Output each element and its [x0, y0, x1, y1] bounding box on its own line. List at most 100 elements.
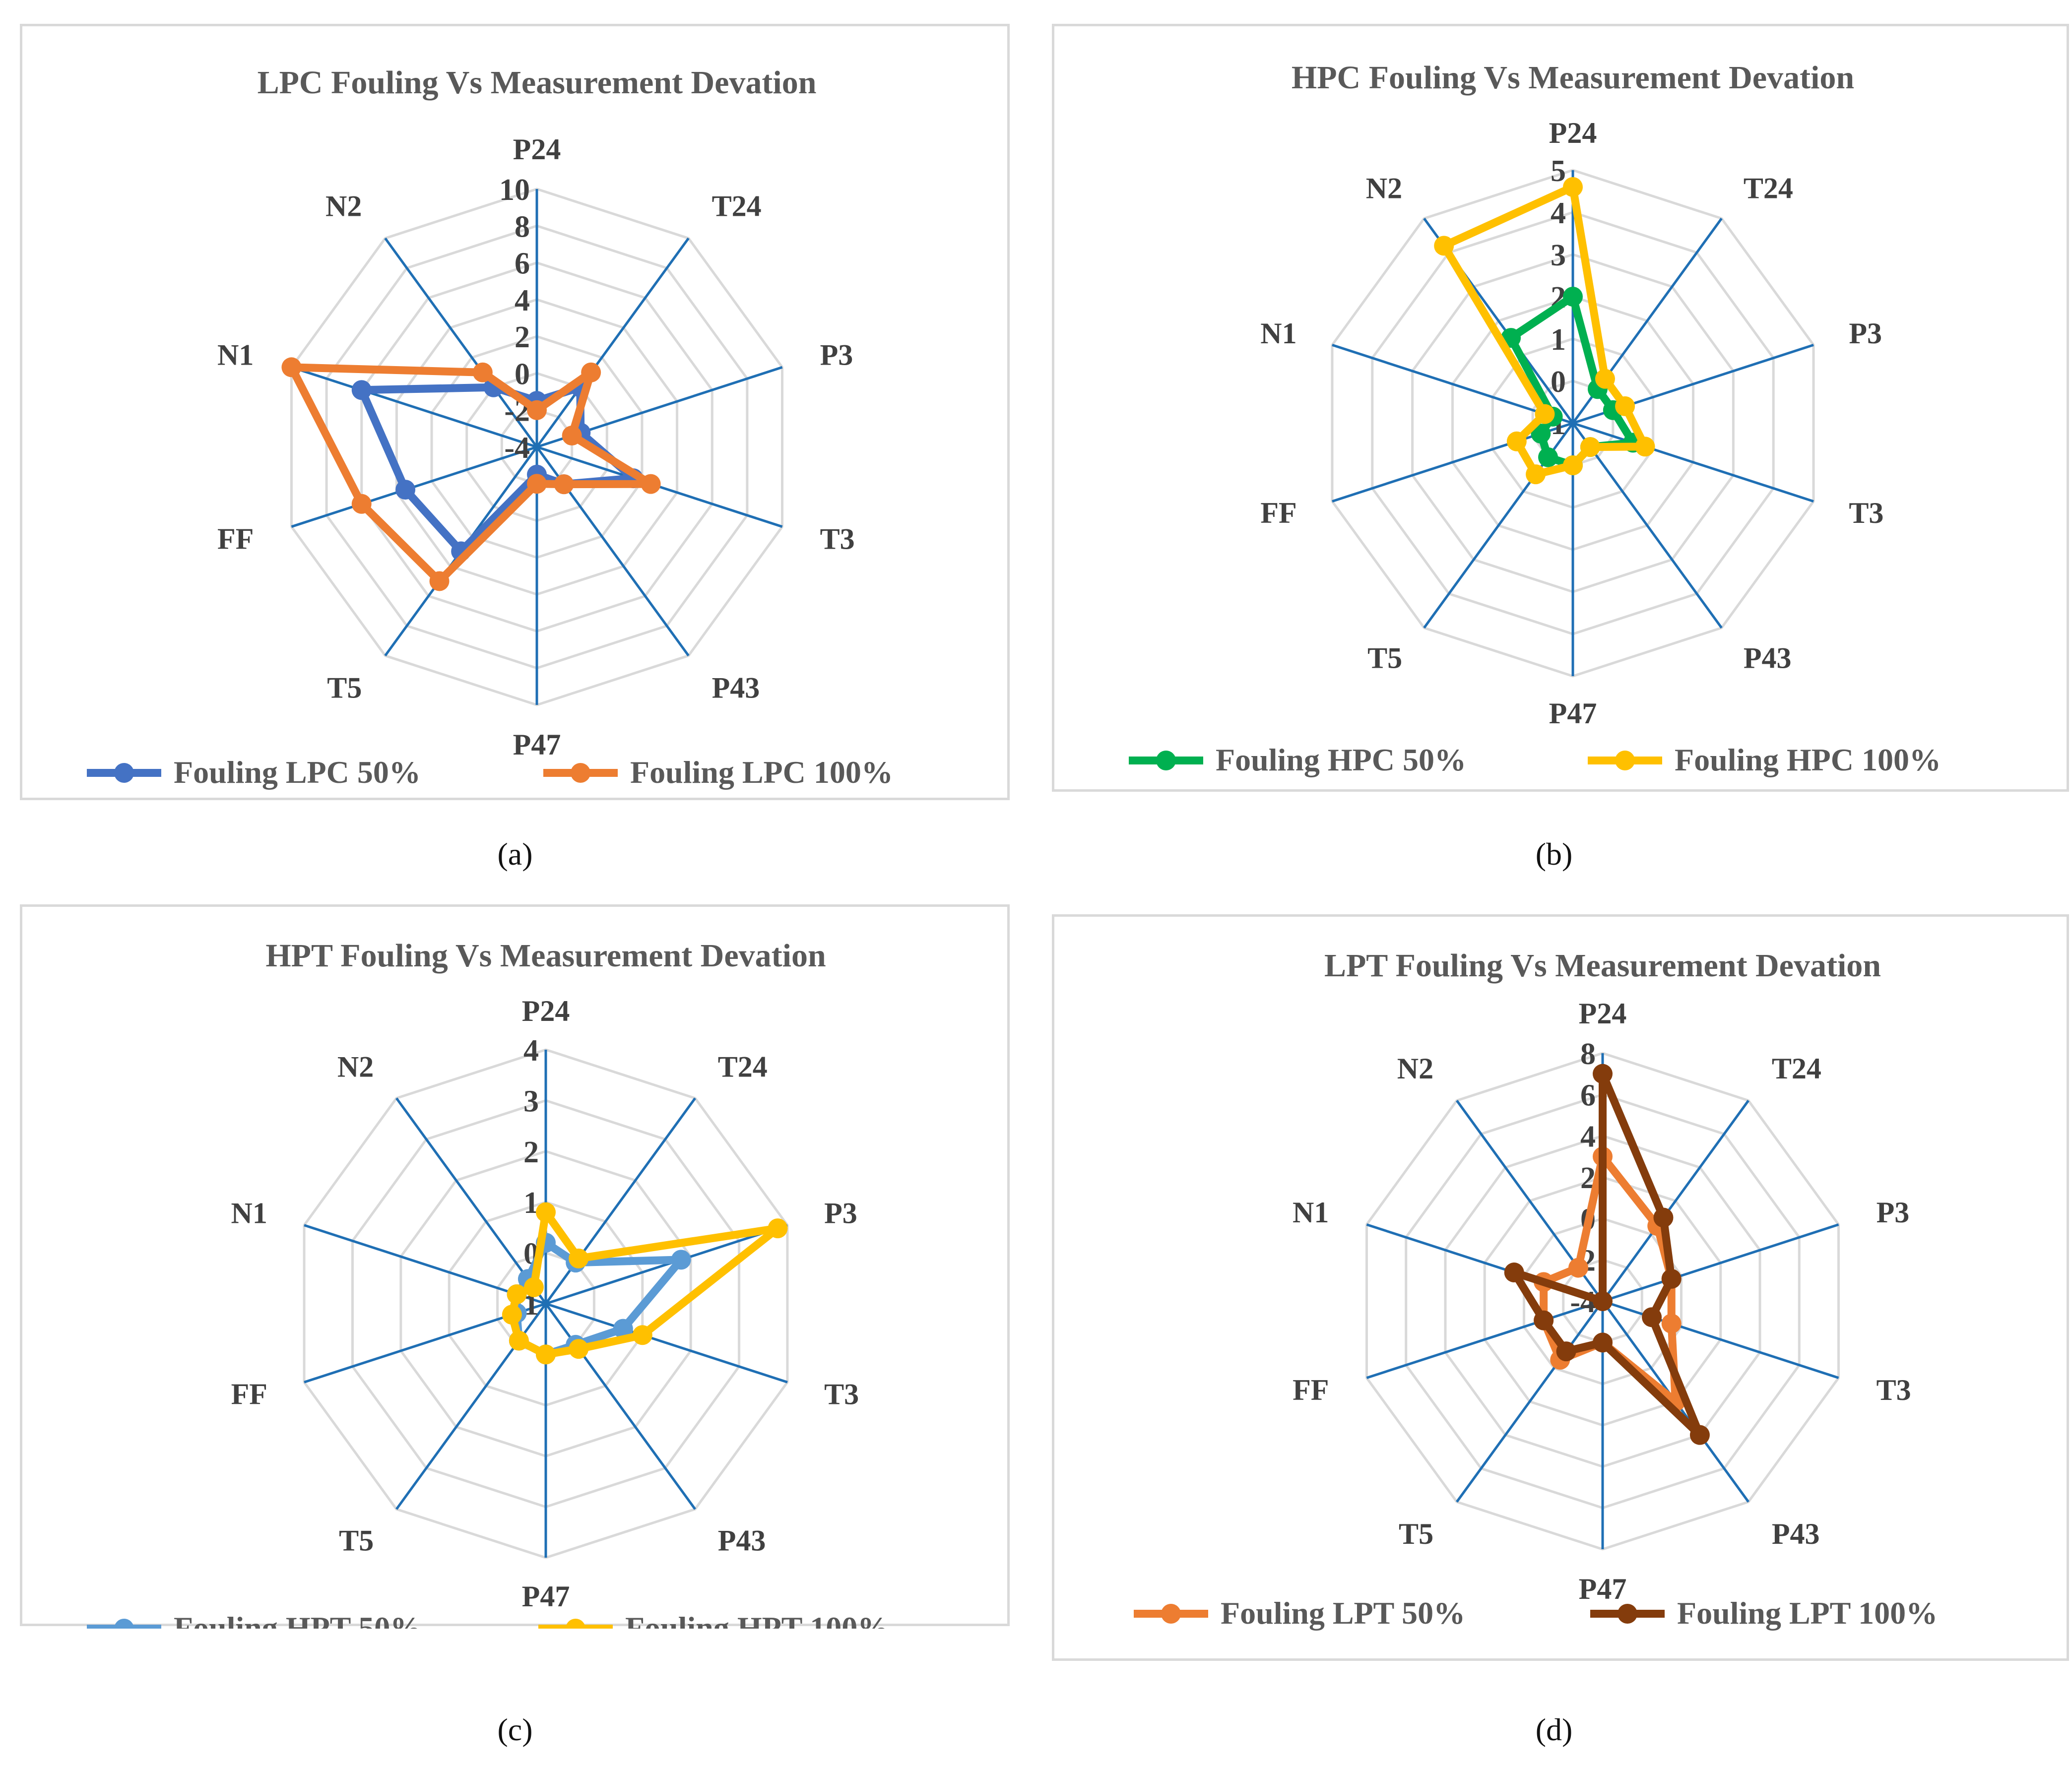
legend-label-fouling-lpc-50: Fouling LPC 50%	[174, 755, 421, 790]
legend-label-fouling-hpc-100: Fouling HPC 100%	[1675, 742, 1941, 777]
axis-label-n2: N2	[1397, 1052, 1433, 1085]
data-point-fouling-lpc-100-ff	[351, 494, 372, 514]
tick-label: 10	[499, 173, 530, 207]
tick-label: 5	[1551, 154, 1566, 188]
data-point-fouling-hpc-100-t5	[1526, 464, 1546, 485]
chart-title: HPC Fouling Vs Measurement Devation	[1292, 60, 1854, 96]
axis-label-ff: FF	[1293, 1374, 1329, 1406]
subcaption-b: (b)	[1535, 836, 1573, 872]
chart-panel-a: LPC Fouling Vs Measurement Devation P24 T2…	[20, 24, 1010, 800]
spoke-p3	[1602, 1223, 1839, 1303]
axis-label-t3: T3	[1849, 497, 1883, 529]
data-point-fouling-lpt-100-t3	[1642, 1307, 1662, 1328]
tick-label: 2	[515, 320, 530, 354]
tick-label: 0	[1551, 365, 1566, 399]
spoke-n1	[304, 1224, 546, 1305]
tick-label: 0	[515, 357, 530, 391]
axis-label-p43: P43	[1772, 1517, 1820, 1550]
legend-marker-fouling-lpc-100	[571, 763, 590, 783]
axis-label-p43: P43	[1744, 641, 1792, 674]
subcaption-d: (d)	[1535, 1712, 1573, 1747]
data-point-fouling-lpt-50-t3	[1661, 1314, 1682, 1334]
axis-label-p47: P47	[522, 1580, 570, 1613]
tick-label: 6	[1580, 1078, 1596, 1112]
spoke-t24	[1601, 1100, 1749, 1302]
data-point-fouling-hpt-100-p43	[569, 1339, 589, 1359]
tick-label: 4	[1551, 196, 1566, 230]
axis-label-n2: N2	[325, 190, 362, 223]
legend-label-fouling-hpt-50: Fouling HPT 50%	[174, 1610, 422, 1629]
axis-label-n2: N2	[337, 1051, 374, 1083]
spoke-n1	[1332, 344, 1573, 425]
legend-marker-fouling-hpt-50	[114, 1619, 134, 1629]
data-point-fouling-lpc-100-n1	[281, 357, 302, 378]
data-point-fouling-hpc-100-ff	[1506, 431, 1527, 451]
legend-label-fouling-hpt-100: Fouling HPT 100%	[625, 1610, 889, 1629]
chart-title: LPT Fouling Vs Measurement Devation	[1324, 948, 1881, 984]
axis-label-p3: P3	[820, 339, 853, 372]
axis-label-n1: N1	[231, 1197, 267, 1230]
data-point-fouling-hpc-100-p3	[1615, 396, 1635, 416]
data-point-fouling-hpc-50-ff	[1531, 424, 1551, 444]
data-point-fouling-hpt-100-t5	[509, 1330, 529, 1351]
data-point-fouling-hpc-100-p43	[1580, 437, 1600, 457]
tick-label: 4	[515, 284, 530, 317]
spoke-p43	[1571, 422, 1723, 629]
data-point-fouling-hpc-100-t3	[1635, 437, 1655, 457]
data-point-fouling-hpt-50-t3	[613, 1319, 633, 1339]
data-point-fouling-hpt-100-n2	[523, 1277, 544, 1297]
chart-panel-d: LPT Fouling Vs Measurement Devation P24 T2…	[1052, 914, 2069, 1661]
data-point-fouling-hpc-100-n1	[1535, 404, 1555, 424]
data-point-fouling-hpt-100-p47	[536, 1344, 556, 1365]
data-point-fouling-hpc-50-t5	[1538, 447, 1558, 467]
data-point-fouling-lpc-100-t5	[429, 571, 450, 591]
data-point-fouling-hpc-100-t24	[1595, 369, 1615, 389]
spoke-t3	[545, 1302, 788, 1384]
spoke-t3	[1572, 422, 1814, 503]
subcaption-a: (a)	[497, 836, 533, 872]
data-point-fouling-lpc-100-p3	[562, 426, 582, 446]
data-point-fouling-lpt-100-ff	[1534, 1310, 1554, 1330]
axis-label-t3: T3	[820, 522, 855, 555]
axis-label-t5: T5	[1367, 641, 1402, 674]
legend-marker-fouling-lpt-50	[1161, 1604, 1181, 1624]
axis-label-p43: P43	[718, 1524, 766, 1557]
axis-label-ff: FF	[217, 522, 254, 555]
data-point-fouling-lpt-100-p24	[1593, 1064, 1613, 1084]
axis-label-t24: T24	[718, 1051, 768, 1083]
axis-label-p47: P47	[1549, 697, 1597, 730]
data-point-fouling-lpc-100-n2	[472, 362, 493, 382]
data-point-fouling-lpc-100-p43	[554, 474, 574, 495]
spoke-n1	[291, 366, 537, 448]
spoke-ff	[1366, 1300, 1603, 1379]
data-point-fouling-lpc-50-ff	[395, 480, 416, 500]
radar-chart-lpc: LPC Fouling Vs Measurement Devation P24 T2…	[87, 64, 893, 790]
data-point-fouling-lpt-100-p43	[1689, 1425, 1710, 1445]
spoke-t24	[535, 237, 690, 448]
axis-label-n1: N1	[1293, 1196, 1329, 1229]
tick-label: 1	[1551, 323, 1566, 357]
chart-panel-c: HPT Fouling Vs Measurement Devation P24 T2…	[20, 904, 1010, 1629]
axis-label-t24: T24	[712, 190, 762, 223]
axis-label-p24: P24	[522, 995, 570, 1027]
legend-marker-fouling-hpc-50	[1156, 751, 1176, 770]
axis-label-t5: T5	[327, 671, 362, 704]
data-point-fouling-lpc-50-n1	[351, 380, 372, 400]
data-point-fouling-hpc-50-p24	[1563, 287, 1583, 307]
tick-label: 4	[1580, 1120, 1596, 1154]
spoke-t3	[1602, 1300, 1839, 1379]
legend-marker-fouling-lpt-100	[1618, 1604, 1637, 1624]
axis-label-t3: T3	[1877, 1374, 1911, 1406]
axis-label-ff: FF	[231, 1378, 267, 1410]
radar-chart-hpt: HPT Fouling Vs Measurement Devation P24 T2…	[87, 938, 889, 1629]
data-point-fouling-hpt-50-p3	[671, 1250, 691, 1270]
axis-label-t3: T3	[824, 1378, 859, 1410]
tick-label: -4	[504, 431, 530, 465]
data-point-fouling-lpc-100-p47	[527, 474, 547, 494]
axis-label-p24: P24	[513, 133, 561, 166]
data-point-fouling-lpt-100-n2	[1593, 1291, 1613, 1311]
axis-label-p24: P24	[1579, 997, 1627, 1030]
data-point-fouling-hpc-100-p24	[1563, 177, 1583, 197]
chart-title: LPC Fouling Vs Measurement Devation	[258, 64, 817, 101]
axis-label-n1: N1	[1260, 317, 1296, 350]
